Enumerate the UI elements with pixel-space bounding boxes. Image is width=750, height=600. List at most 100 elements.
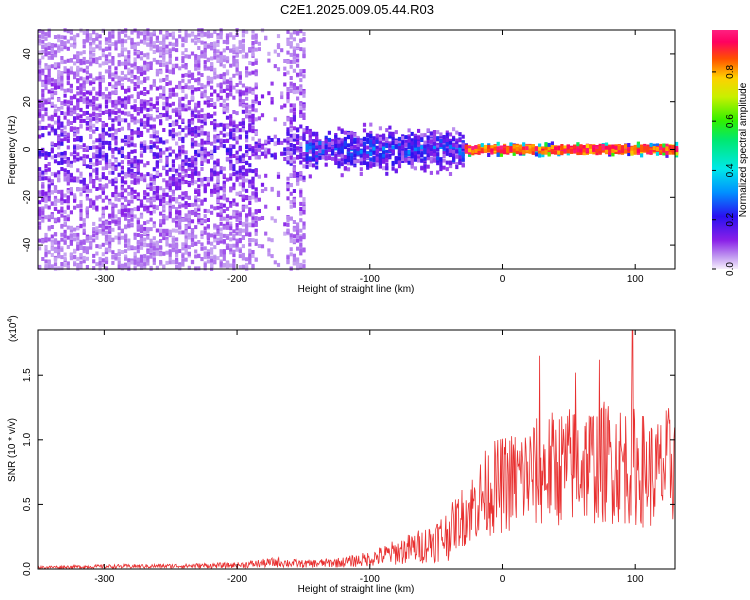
- heatmap-cell: [95, 149, 99, 154]
- heatmap-cell: [366, 154, 370, 158]
- heatmap-cell: [108, 34, 112, 39]
- heatmap-cell: [66, 173, 70, 178]
- heatmap-cell: [111, 219, 115, 224]
- heatmap-cells: [38, 28, 679, 271]
- heatmap-cell: [394, 142, 398, 147]
- heatmap-cell: [92, 180, 96, 185]
- heatmap-cell: [216, 212, 220, 217]
- heatmap-cell: [53, 257, 58, 262]
- heatmap-cell: [60, 223, 64, 228]
- heatmap-cell: [248, 260, 252, 265]
- heatmap-cell: [149, 238, 153, 243]
- heatmap-cell: [159, 119, 163, 124]
- heatmap-cell: [308, 174, 312, 179]
- heatmap-cell: [299, 47, 303, 52]
- heatmap-cell: [130, 187, 134, 192]
- heatmap-cell: [127, 35, 131, 40]
- heatmap-cell: [120, 29, 124, 34]
- heatmap-cell: [50, 242, 54, 247]
- heatmap-cell: [321, 149, 325, 154]
- heatmap-cell: [92, 30, 96, 35]
- heatmap-cell: [254, 58, 258, 63]
- heatmap-cell: [302, 259, 306, 264]
- heatmap-cell: [171, 134, 175, 139]
- heatmap-cell: [149, 186, 153, 191]
- heatmap-cell: [232, 154, 236, 158]
- heatmap-cell: [299, 176, 303, 181]
- heatmap-cell: [73, 118, 77, 123]
- heatmap-cell: [152, 251, 156, 256]
- heatmap-cell: [143, 30, 147, 35]
- heatmap-cell: [197, 204, 201, 209]
- heatmap-cell: [280, 151, 284, 156]
- heatmap-cell: [124, 47, 128, 52]
- heatmap-cell: [89, 203, 93, 208]
- heatmap-cell: [276, 52, 281, 57]
- heatmap-cell: [378, 161, 382, 166]
- heatmap-cell: [289, 128, 293, 133]
- heatmap-cell: [133, 65, 137, 70]
- heatmap-cell: [139, 263, 144, 268]
- heatmap-cell: [149, 265, 153, 270]
- heatmap-cell: [146, 37, 150, 42]
- heatmap-cell: [149, 43, 153, 48]
- heatmap-cell: [197, 149, 201, 154]
- heatmap-cell: [152, 179, 156, 183]
- heatmap-cell: [222, 107, 226, 112]
- heatmap-cell: [302, 221, 306, 226]
- heatmap-cell: [66, 122, 70, 126]
- heatmap-cell: [69, 66, 73, 71]
- heatmap-cell: [232, 123, 236, 128]
- heatmap-cell: [57, 107, 61, 112]
- heatmap-cell: [38, 190, 42, 195]
- heatmap-cell: [92, 57, 96, 62]
- heatmap-cell: [417, 146, 421, 151]
- heatmap-cell: [73, 116, 77, 121]
- heatmap-cell: [171, 87, 175, 92]
- heatmap-cell: [187, 79, 191, 84]
- heatmap-cell: [260, 244, 265, 249]
- heatmap-cell: [165, 139, 169, 144]
- heatmap-cell: [190, 132, 195, 137]
- heatmap-cell: [382, 166, 386, 171]
- heatmap-cell: [111, 136, 115, 141]
- heatmap-cell: [197, 38, 201, 43]
- heatmap-cell: [327, 137, 331, 142]
- heatmap-cell: [410, 146, 414, 151]
- heatmap-cell: [283, 121, 287, 126]
- heatmap-cell: [315, 153, 319, 158]
- heatmap-cell: [57, 85, 61, 90]
- heatmap-cell: [308, 145, 312, 150]
- heatmap-cell: [270, 238, 274, 243]
- heatmap-cell: [124, 142, 128, 146]
- heatmap-cell: [445, 160, 449, 165]
- heatmap-cell: [155, 114, 159, 119]
- heatmap-cell: [57, 125, 61, 130]
- heatmap-cell: [127, 122, 131, 127]
- heatmap-cell: [222, 180, 226, 185]
- heatmap-cell: [229, 131, 233, 136]
- heatmap-cell: [420, 145, 424, 150]
- heatmap-cell: [210, 210, 214, 215]
- heatmap-cell: [136, 170, 140, 175]
- heatmap-cell: [73, 237, 77, 242]
- heatmap-cell: [120, 186, 124, 191]
- heatmap-cell: [296, 53, 300, 58]
- heatmap-cell: [149, 102, 153, 107]
- heatmap-cell: [232, 236, 236, 241]
- heatmap-cell: [82, 228, 86, 233]
- heatmap-cell: [222, 233, 226, 238]
- heatmap-cell: [98, 177, 102, 182]
- heatmap-cell: [175, 107, 179, 112]
- heatmap-cell: [203, 46, 207, 51]
- heatmap-cell: [213, 127, 217, 132]
- heatmap-cell: [47, 55, 51, 60]
- heatmap-cell: [133, 246, 137, 251]
- heatmap-cell: [79, 107, 83, 112]
- heatmap-cell: [38, 200, 42, 205]
- heatmap-cell: [350, 156, 354, 160]
- heatmap-cell: [178, 215, 182, 220]
- heatmap-cell: [178, 264, 182, 269]
- heatmap-cell: [302, 49, 306, 54]
- heatmap-cell: [315, 144, 319, 149]
